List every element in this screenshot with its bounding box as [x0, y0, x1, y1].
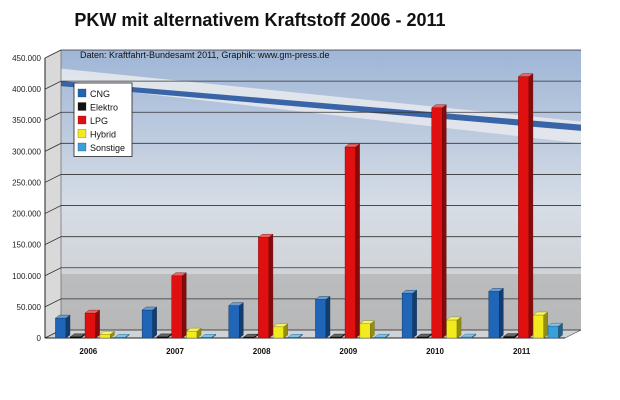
bar-cng-2008: [228, 302, 244, 339]
bar-elektro-2006: [69, 333, 86, 339]
bar-sonstige-2011: [547, 322, 564, 339]
bar-lpg-2006: [84, 309, 101, 339]
bar-hybrid-2006: [99, 330, 115, 339]
legend-swatch-hybrid: [77, 129, 87, 138]
y-tick-label: 400.000: [12, 85, 41, 94]
bar-lpg-2007: [171, 272, 187, 339]
y-tick-label: 0: [37, 334, 42, 343]
bar-elektro-2009: [329, 333, 346, 339]
legend-label-hybrid: Hybrid: [90, 130, 116, 140]
canopy-band: [61, 81, 581, 131]
bar-lpg-2008: [257, 233, 274, 339]
bar-cng-2010: [401, 289, 418, 339]
side-wall: [44, 49, 62, 339]
legend-label-sonstige: Sonstige: [90, 143, 125, 153]
x-tick-label: 2007: [166, 347, 184, 356]
bar-elektro-2007: [156, 333, 173, 339]
y-tick-label: 200.000: [12, 210, 41, 219]
gridline: [44, 111, 581, 121]
x-tick-label: 2011: [513, 347, 531, 356]
bar-sonstige-2006: [114, 333, 130, 339]
bar-elektro-2010: [416, 333, 433, 339]
gridline: [44, 174, 581, 183]
bar-sonstige-2008: [287, 333, 304, 339]
source-note: Daten: Kraftfahrt-Bundesamt 2011, Graphi…: [80, 50, 329, 60]
bar-cng-2011: [488, 287, 504, 339]
legend: CNG Elektro LPG Hybrid Sonstige: [73, 82, 133, 157]
bar-hybrid-2009: [359, 320, 375, 339]
legend-swatch-sonstige: [77, 142, 87, 152]
bar-cng-2006: [54, 314, 71, 339]
x-tick-label: 2008: [253, 347, 271, 356]
bar-lpg-2011: [517, 73, 534, 339]
gridline: [44, 267, 581, 277]
bar-hybrid-2008: [272, 323, 289, 339]
bar-cng-2007: [141, 306, 158, 339]
bar-cng-2009: [314, 296, 331, 339]
gridline: [44, 80, 581, 90]
legend-swatch-cng: [77, 88, 87, 98]
y-tick-label: 300.000: [12, 147, 41, 156]
legend-swatch-lpg: [77, 115, 87, 125]
bar-elektro-2011: [503, 333, 519, 339]
bar-hybrid-2010: [445, 316, 462, 339]
bar-sonstige-2010: [460, 333, 477, 339]
y-tick-label: 350.000: [12, 116, 41, 125]
gridline: [44, 49, 581, 59]
legend-label-lpg: LPG: [90, 116, 108, 126]
gridline: [44, 142, 581, 152]
legend-label-cng: CNG: [90, 89, 110, 99]
y-tick-label: 450.000: [12, 54, 41, 63]
bar-sonstige-2009: [374, 333, 390, 339]
gridline: [44, 205, 581, 214]
x-tick-label: 2009: [339, 347, 357, 356]
bar-hybrid-2007: [185, 327, 202, 339]
legend-swatch-elektro: [77, 102, 87, 111]
bar-lpg-2010: [431, 104, 447, 339]
bar-elektro-2008: [243, 333, 259, 339]
bar-lpg-2009: [344, 143, 361, 339]
x-tick-label: 2010: [426, 347, 444, 356]
legend-label-elektro: Elektro: [90, 103, 118, 113]
y-tick-label: 50.000: [17, 303, 42, 312]
bar-sonstige-2007: [200, 333, 217, 339]
y-tick-label: 100.000: [12, 272, 41, 281]
gridline: [44, 236, 581, 246]
x-tick-label: 2006: [79, 347, 97, 356]
y-tick-label: 150.000: [12, 241, 41, 250]
chart-title: PKW mit alternativem Kraftstoff 2006 - 2…: [74, 10, 446, 30]
bar-hybrid-2011: [532, 311, 549, 339]
y-tick-label: 250.000: [12, 178, 41, 187]
